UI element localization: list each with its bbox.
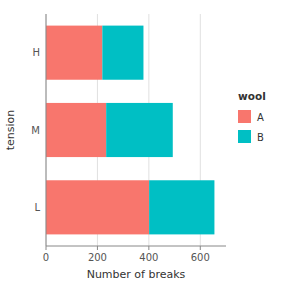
x-axis-title: Number of breaks	[87, 268, 186, 281]
bar-segment	[46, 180, 149, 234]
category-label: M	[31, 125, 40, 136]
y-axis: H M L	[31, 47, 40, 213]
tick-label: 0	[43, 252, 49, 263]
legend-swatch	[238, 110, 251, 123]
bars	[46, 26, 214, 235]
tick-label: 400	[139, 252, 158, 263]
chart-container: 0 200 400 600 H M L Number of breaks tension wool…	[0, 0, 288, 288]
tick-mark	[46, 246, 47, 250]
y-axis-line	[46, 14, 47, 246]
x-axis-line	[46, 246, 226, 247]
bar-segment	[46, 26, 102, 80]
y-axis-title: tension	[4, 110, 17, 151]
legend: wool AB	[238, 90, 266, 143]
chart-svg: 0 200 400 600 H M L Number of breaks tension wool…	[0, 0, 288, 288]
legend-label: A	[257, 112, 264, 123]
category-label: L	[34, 202, 40, 213]
legend-label: B	[257, 132, 264, 143]
tick-label: 200	[88, 252, 107, 263]
bar-segment	[102, 26, 143, 80]
bar-segment	[106, 103, 173, 157]
tick-mark	[97, 246, 98, 250]
tick-label: 600	[191, 252, 210, 263]
bar-segment	[46, 103, 106, 157]
category-label: H	[32, 47, 40, 58]
legend-title: wool	[238, 90, 266, 102]
tick-mark	[148, 246, 149, 250]
bar-segment	[149, 180, 214, 234]
legend-swatch	[238, 130, 251, 143]
tick-mark	[200, 246, 201, 250]
grid-line	[46, 14, 47, 246]
